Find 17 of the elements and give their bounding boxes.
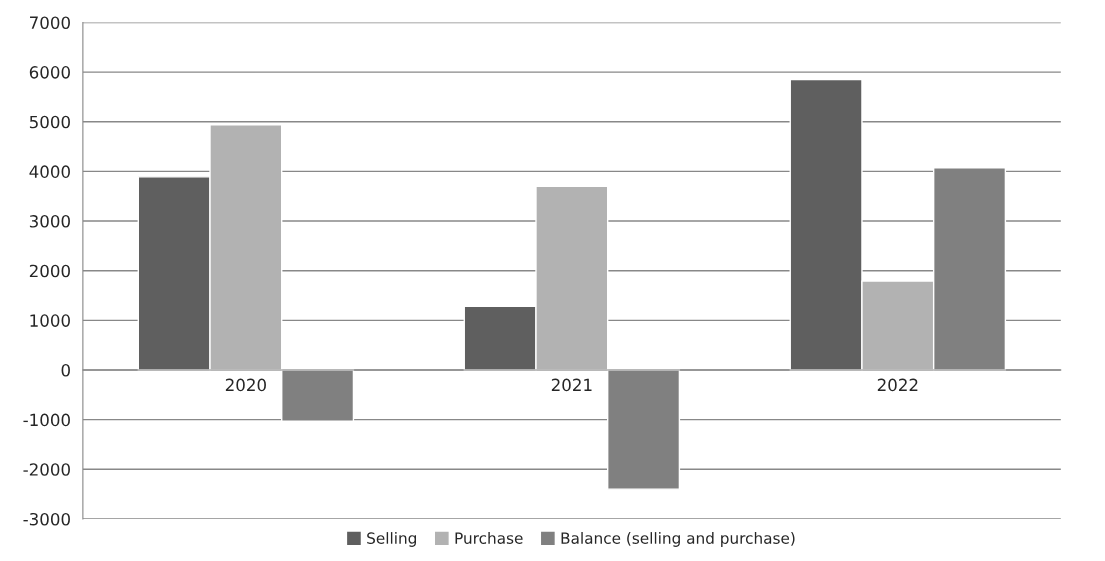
y-tick-label: -3000 — [23, 512, 70, 526]
legend-label: Purchase — [455, 532, 523, 544]
x-tick-label: 2021 — [551, 378, 592, 392]
y-tick-label: 5000 — [29, 115, 70, 129]
y-tick-label: -2000 — [23, 463, 70, 476]
legend-label: Balance (selling and purchase) — [561, 532, 795, 547]
x-tick-label: 2022 — [877, 378, 918, 392]
y-tick-label: 4000 — [29, 165, 70, 178]
y-tick-label: 2000 — [29, 264, 70, 278]
y-tick-label: 7000 — [30, 16, 70, 30]
y-tick-label: -1000 — [23, 413, 70, 427]
y-tick-label: 3000 — [29, 215, 70, 228]
y-tick-label: 0 — [61, 363, 70, 377]
y-tick-label: 1000 — [30, 314, 70, 327]
legend-label: Selling — [367, 532, 416, 547]
x-tick-label: 2020 — [225, 378, 266, 392]
y-tick-label: 6000 — [29, 66, 70, 79]
